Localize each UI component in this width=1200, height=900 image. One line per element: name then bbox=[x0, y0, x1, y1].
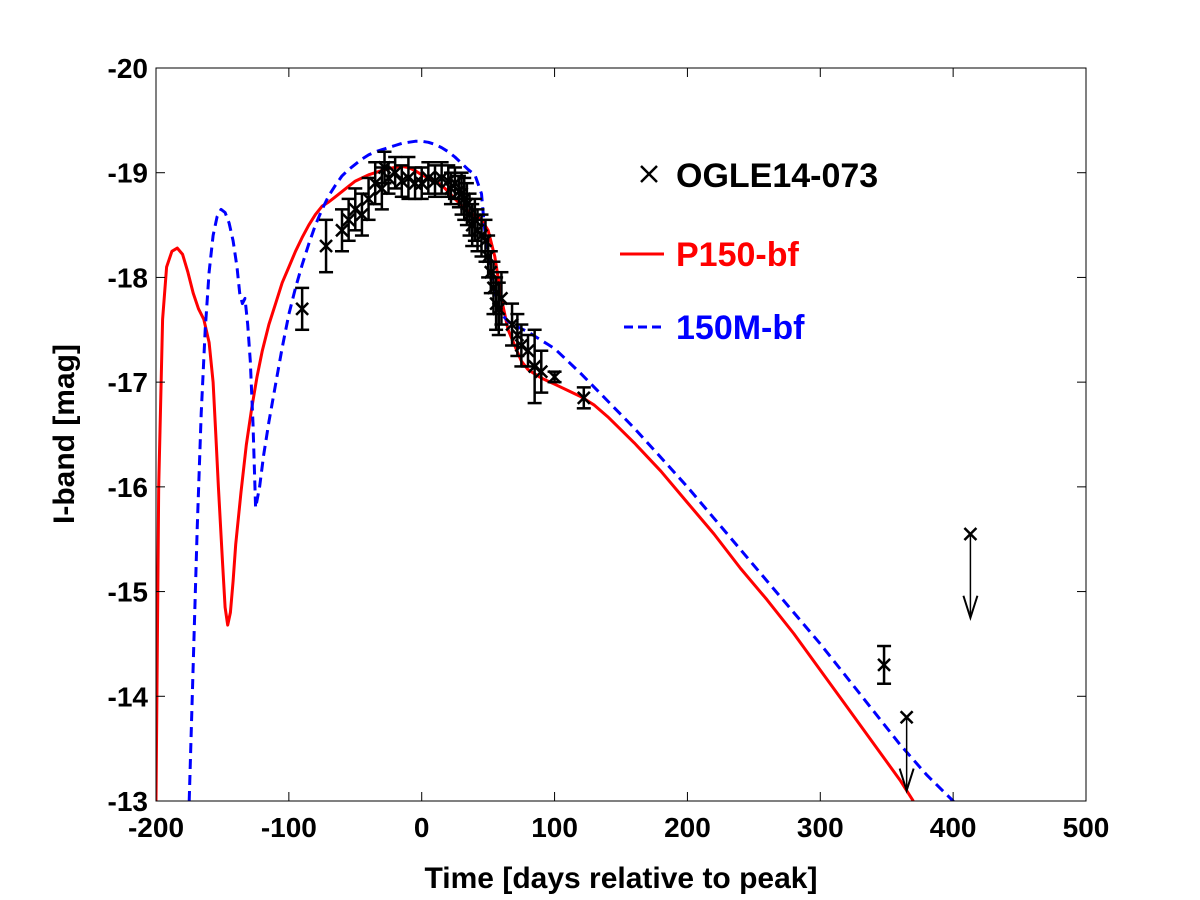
observation-point bbox=[428, 164, 442, 199]
y-axis-ticks: -20 -19 -18 -17 -16 -15 -14 -13 bbox=[108, 53, 1086, 817]
series-line-p150-bf bbox=[156, 164, 915, 801]
x-tick-label: 300 bbox=[797, 812, 844, 843]
model-curves bbox=[156, 139, 956, 801]
x-axis-ticks: -200 -100 0 100 200 300 400 500 bbox=[128, 68, 1109, 843]
x-tick-label: -100 bbox=[261, 812, 317, 843]
observation-point bbox=[962, 527, 979, 622]
observation-point bbox=[295, 286, 310, 332]
x-tick-label: 200 bbox=[664, 812, 711, 843]
observation-point bbox=[576, 386, 591, 410]
observation-point bbox=[341, 197, 356, 243]
observation-point bbox=[505, 302, 520, 347]
observation-point bbox=[394, 164, 409, 199]
x-tick-label: 100 bbox=[531, 812, 578, 843]
observation-points bbox=[295, 150, 979, 794]
series-line-150m-bf bbox=[187, 139, 956, 801]
legend-label-150m-bf: 150M-bf bbox=[676, 309, 805, 347]
y-tick-label: -20 bbox=[108, 53, 148, 84]
x-axis-label: Time [days relative to peak] bbox=[425, 862, 818, 895]
observation-point bbox=[521, 333, 535, 368]
plot-area bbox=[156, 139, 979, 801]
observation-point bbox=[319, 218, 334, 274]
x-tick-label: -200 bbox=[128, 812, 184, 843]
y-tick-label: -16 bbox=[108, 472, 148, 503]
legend: OGLE14-073 P150-bf 150M-bf bbox=[620, 157, 878, 347]
legend-label-p150-bf: P150-bf bbox=[676, 236, 799, 274]
axes-frame bbox=[155, 67, 1087, 802]
observation-point bbox=[898, 710, 915, 794]
x-tick-label: 0 bbox=[414, 812, 430, 843]
y-tick-label: -18 bbox=[108, 262, 148, 293]
y-tick-label: -13 bbox=[108, 786, 148, 817]
x-tick-label: 400 bbox=[930, 812, 977, 843]
legend-marker-ogle14-073 bbox=[640, 165, 658, 183]
observation-point bbox=[547, 370, 562, 384]
y-tick-label: -17 bbox=[108, 367, 148, 398]
observation-point bbox=[421, 160, 436, 195]
observation-point bbox=[335, 208, 349, 253]
y-tick-label: -19 bbox=[108, 158, 148, 189]
observation-point bbox=[534, 349, 549, 394]
x-tick-label: 500 bbox=[1063, 812, 1110, 843]
legend-label-ogle14-073: OGLE14-073 bbox=[676, 157, 878, 195]
y-axis-label: I-band [mag] bbox=[48, 344, 81, 524]
y-tick-label: -15 bbox=[108, 577, 148, 608]
observation-point bbox=[877, 644, 892, 685]
observation-point bbox=[491, 281, 506, 337]
y-tick-label: -14 bbox=[108, 681, 149, 712]
